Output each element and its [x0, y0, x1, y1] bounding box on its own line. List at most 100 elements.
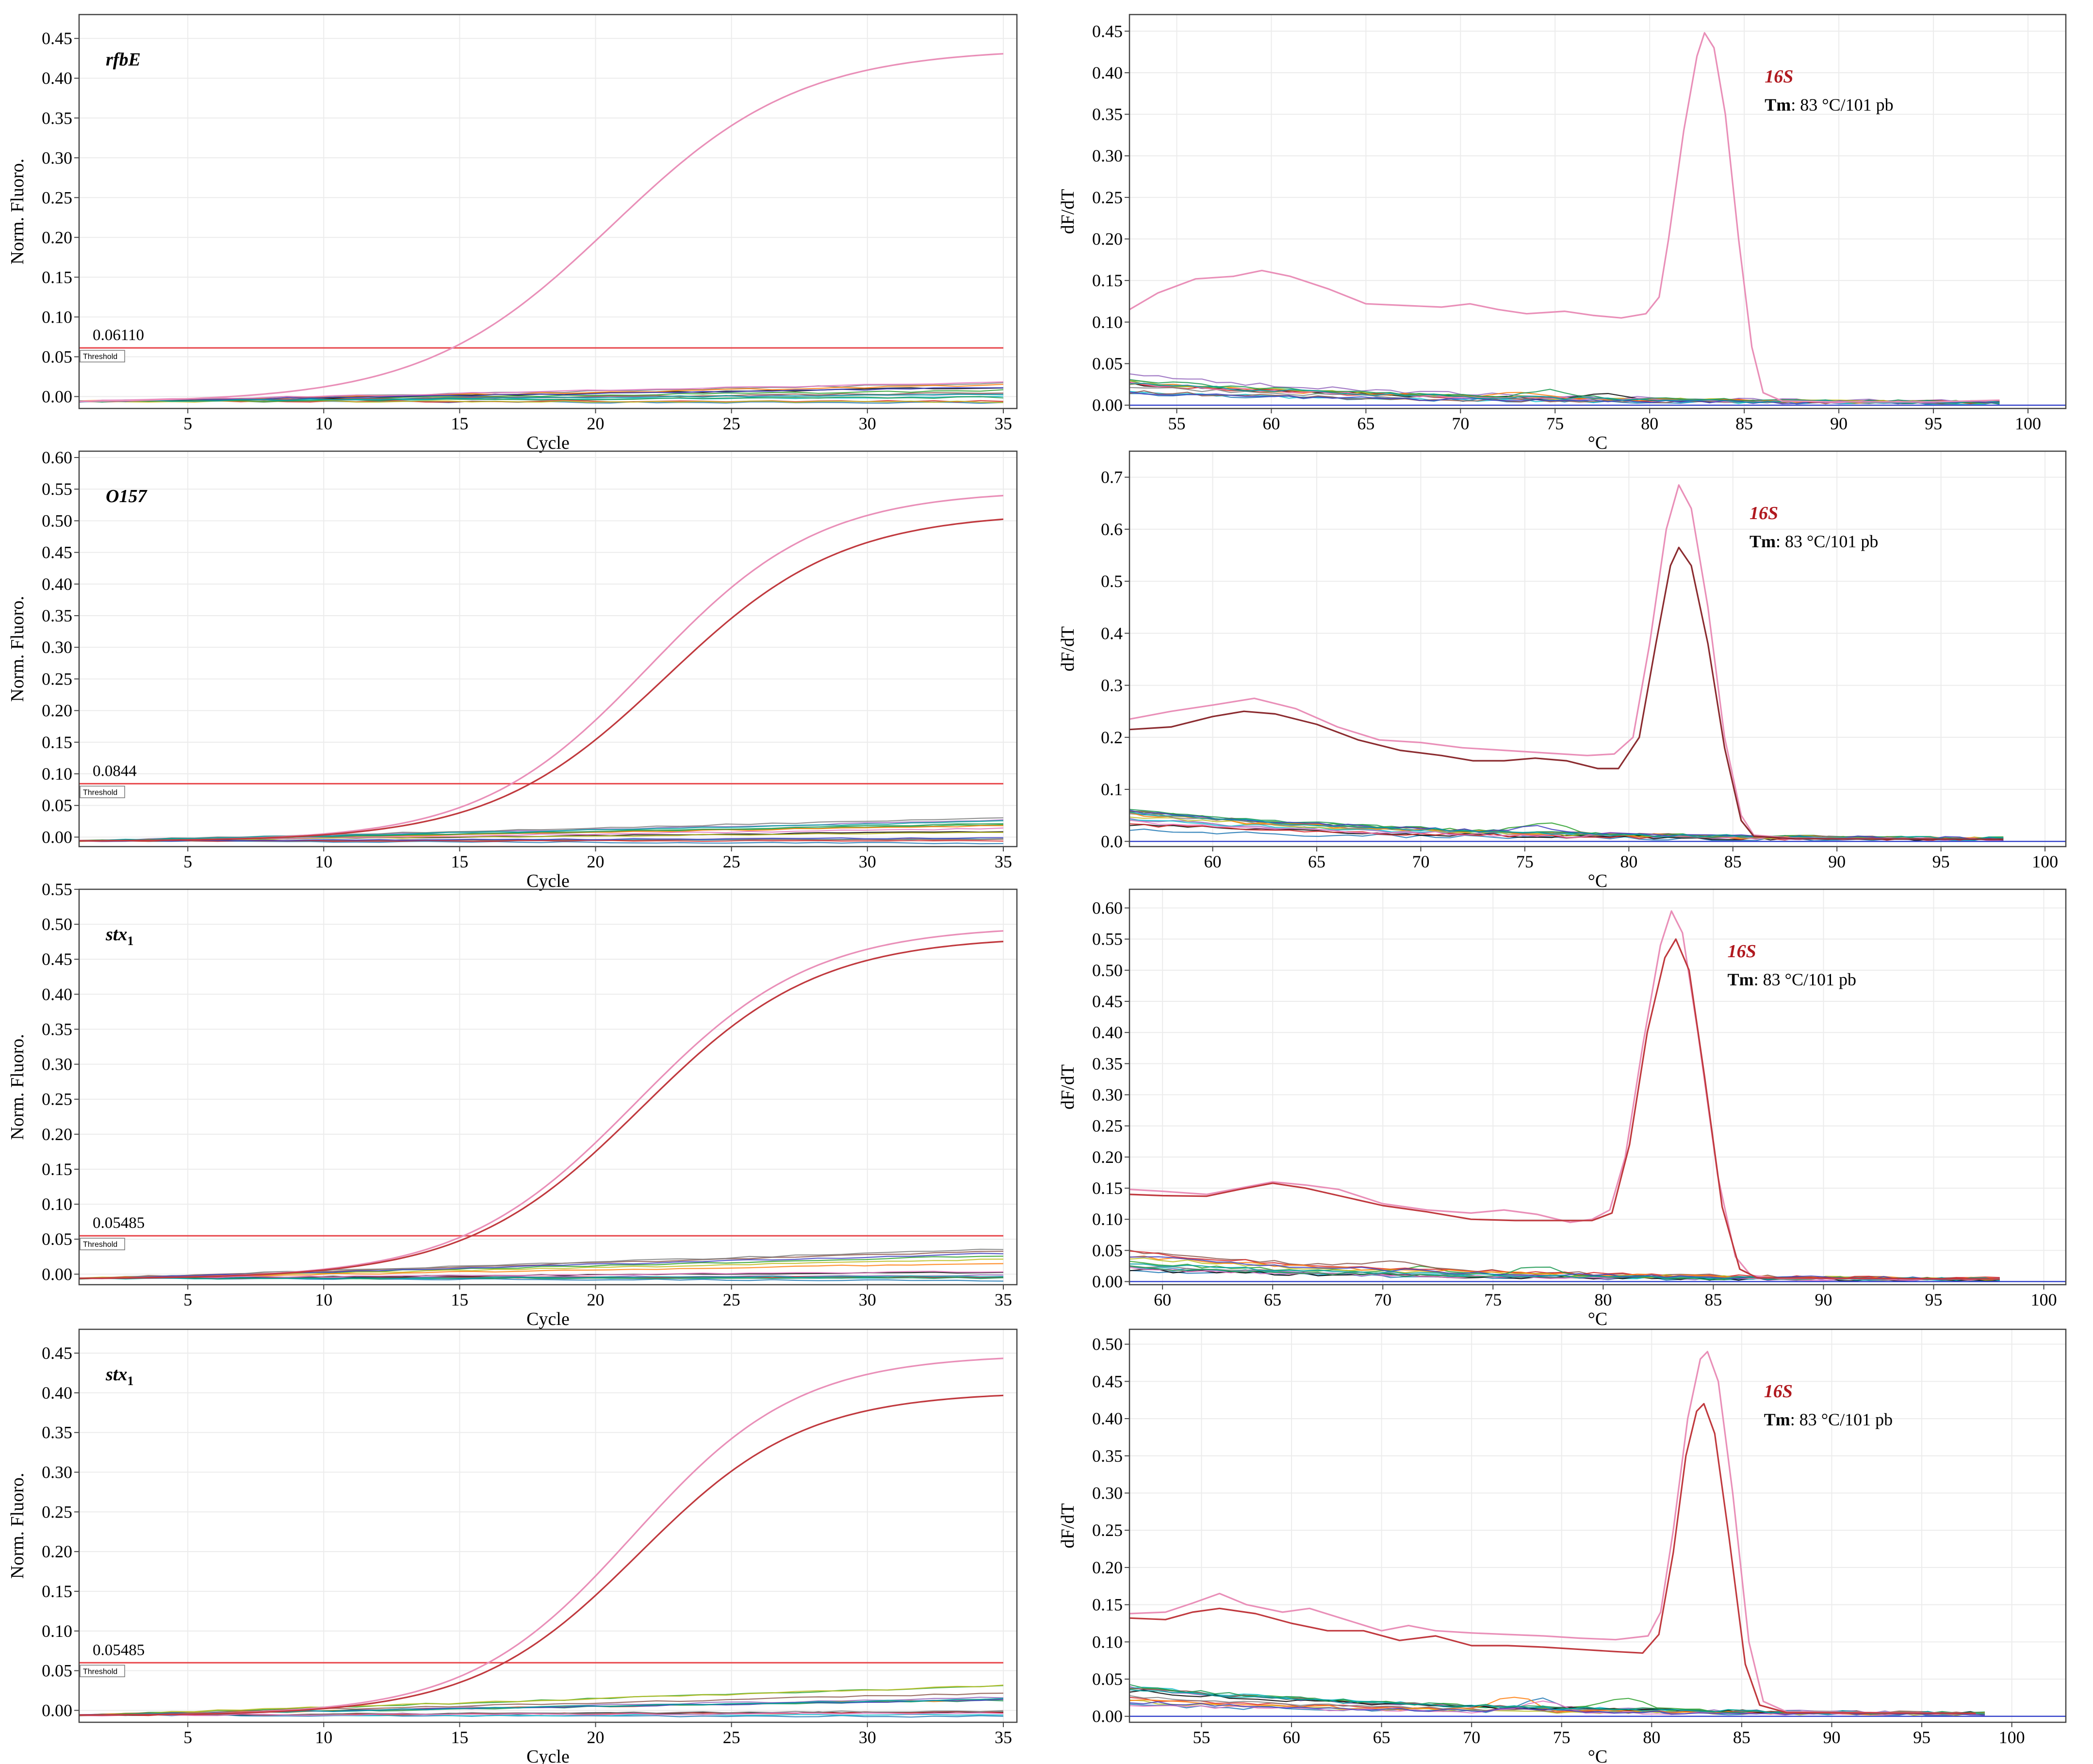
y-tick-label: 0.10 — [42, 1194, 72, 1214]
background-trace-8 — [79, 1684, 1004, 1716]
gene-label: stx1 — [105, 1364, 133, 1388]
threshold-value-label: 0.05485 — [93, 1214, 145, 1232]
x-tick-label: 80 — [1641, 414, 1658, 433]
gene-label-text: stx — [105, 1364, 127, 1385]
y-tick-label: 0.35 — [42, 606, 72, 625]
series-line-2 — [1129, 546, 2004, 840]
y-tick-label: 0.45 — [42, 949, 72, 969]
x-axis-label: Cycle — [526, 433, 570, 453]
y-tick-label: 0.15 — [42, 1582, 72, 1601]
y-tick-label: 0.40 — [42, 984, 72, 1004]
background-traces — [1129, 1684, 1985, 1716]
x-tick-label: 90 — [1830, 414, 1848, 433]
y-tick-label: 0.15 — [42, 267, 72, 287]
x-tick-label: 20 — [587, 1728, 605, 1747]
y-tick-label: 0.05 — [1092, 354, 1123, 373]
y-tick-label: 0.25 — [1092, 188, 1123, 207]
x-tick-label: 20 — [587, 414, 605, 433]
x-tick-label: 35 — [995, 852, 1012, 871]
y-tick-label: 0.30 — [1092, 1484, 1123, 1503]
melt-annotation: Tm: 83 °C/101 pb — [1764, 1410, 1893, 1429]
threshold-tag-box — [80, 1238, 125, 1250]
chart-panel-8: 55 60 65 70 75 80 85 90 95 100 0.00 0.05 0.10 0.15 0.2… — [1058, 1328, 2067, 1764]
x-axis-label: Cycle — [526, 1747, 570, 1764]
series-line-1 — [1129, 484, 2004, 840]
x-tick-label: 85 — [1735, 414, 1753, 433]
y-tick-label: 0.20 — [42, 1125, 72, 1144]
y-axis-label: Norm. Fluoro. — [7, 1473, 28, 1579]
threshold-value-label: 0.0844 — [93, 762, 137, 780]
y-tick-label: 0.40 — [1092, 1409, 1123, 1428]
y-tick-label: 0.55 — [42, 880, 72, 899]
y-tick-label: 0.30 — [42, 148, 72, 167]
y-tick-label: 0.0 — [1101, 832, 1123, 851]
x-tick-label: 100 — [1999, 1728, 2025, 1747]
y-tick-label: 0.00 — [1092, 1272, 1123, 1291]
x-tick-label: 35 — [995, 1728, 1012, 1747]
y-tick-label: 0.05 — [42, 347, 72, 366]
y-tick-label: 0.45 — [42, 1343, 72, 1363]
x-axis-label: °C — [1588, 871, 1608, 891]
x-axis-label: °C — [1588, 1309, 1608, 1329]
x-tick-label: 100 — [2031, 1290, 2057, 1309]
chart-panel-2: 55 60 65 70 75 80 85 90 95 100 0.00 0.05 0.10 0.15 0.2… — [1058, 14, 2067, 453]
x-tick-label: 75 — [1484, 1290, 1502, 1309]
y-tick-label: 0.45 — [42, 543, 72, 562]
threshold-tag-box — [80, 1665, 125, 1678]
x-tick-label: 65 — [1373, 1728, 1390, 1747]
x-tick-label: 100 — [2015, 414, 2041, 433]
background-traces — [1129, 1249, 2000, 1282]
x-tick-label: 60 — [1154, 1290, 1171, 1309]
background-trace-13 — [79, 837, 1004, 842]
y-tick-label: 0.1 — [1101, 780, 1123, 799]
y-tick-label: 0.10 — [42, 307, 72, 327]
x-tick-label: 95 — [1925, 414, 1942, 433]
y-tick-label: 0.35 — [42, 1423, 72, 1442]
y-tick-label: 0.6 — [1101, 520, 1123, 539]
background-trace-9 — [79, 1710, 1004, 1716]
tm-label: Tm — [1764, 1410, 1790, 1429]
series-line-2 — [79, 1394, 1004, 1716]
y-tick-label: 0.20 — [42, 1542, 72, 1561]
tm-value: : 83 °C/101 pb — [1791, 95, 1893, 114]
x-tick-label: 15 — [451, 1290, 468, 1309]
tm-value: : 83 °C/101 pb — [1790, 1410, 1893, 1429]
y-tick-label: 0.10 — [1092, 312, 1123, 332]
x-tick-label: 20 — [587, 1290, 605, 1309]
y-tick-label: 0.10 — [42, 1621, 72, 1641]
y-axis-label: Norm. Fluoro. — [7, 1034, 28, 1140]
y-tick-label: 0.15 — [42, 733, 72, 752]
plot-frame — [1128, 14, 2067, 409]
background-trace-14 — [79, 393, 1004, 402]
plot-frame — [1128, 1328, 2067, 1723]
gene-label: O157 — [106, 486, 147, 506]
y-tick-label: 0.60 — [42, 448, 72, 467]
x-tick-label: 25 — [723, 414, 740, 433]
background-trace-13 — [79, 387, 1004, 403]
x-axis-label: Cycle — [526, 871, 570, 891]
tm-label: Tm — [1728, 970, 1754, 989]
series-line-2 — [79, 941, 1004, 1279]
threshold-tag-box — [80, 350, 125, 362]
x-tick-label: 85 — [1733, 1728, 1750, 1747]
y-tick-label: 0.50 — [42, 915, 72, 934]
x-tick-label: 10 — [315, 1728, 332, 1747]
series-line-1 — [79, 930, 1004, 1279]
x-tick-label: 90 — [1828, 852, 1846, 871]
x-tick-label: 5 — [183, 852, 192, 871]
threshold-tag: Threshold — [83, 788, 117, 797]
x-tick-label: 35 — [995, 1290, 1012, 1309]
x-tick-label: 60 — [1283, 1728, 1300, 1747]
y-tick-label: 0.4 — [1101, 623, 1123, 643]
amplicon-label: 16S — [1765, 66, 1793, 87]
y-tick-label: 0.50 — [1092, 1335, 1123, 1354]
plot-frame — [78, 14, 1018, 409]
plot-frame — [78, 1328, 1018, 1723]
series-line-1 — [79, 53, 1004, 402]
y-tick-label: 0.25 — [1092, 1520, 1123, 1540]
y-tick-label: 0.25 — [42, 1090, 72, 1109]
x-tick-label: 80 — [1643, 1728, 1660, 1747]
x-axis-label: °C — [1588, 1747, 1608, 1764]
x-tick-label: 75 — [1553, 1728, 1570, 1747]
y-tick-label: 0.05 — [1092, 1669, 1123, 1689]
